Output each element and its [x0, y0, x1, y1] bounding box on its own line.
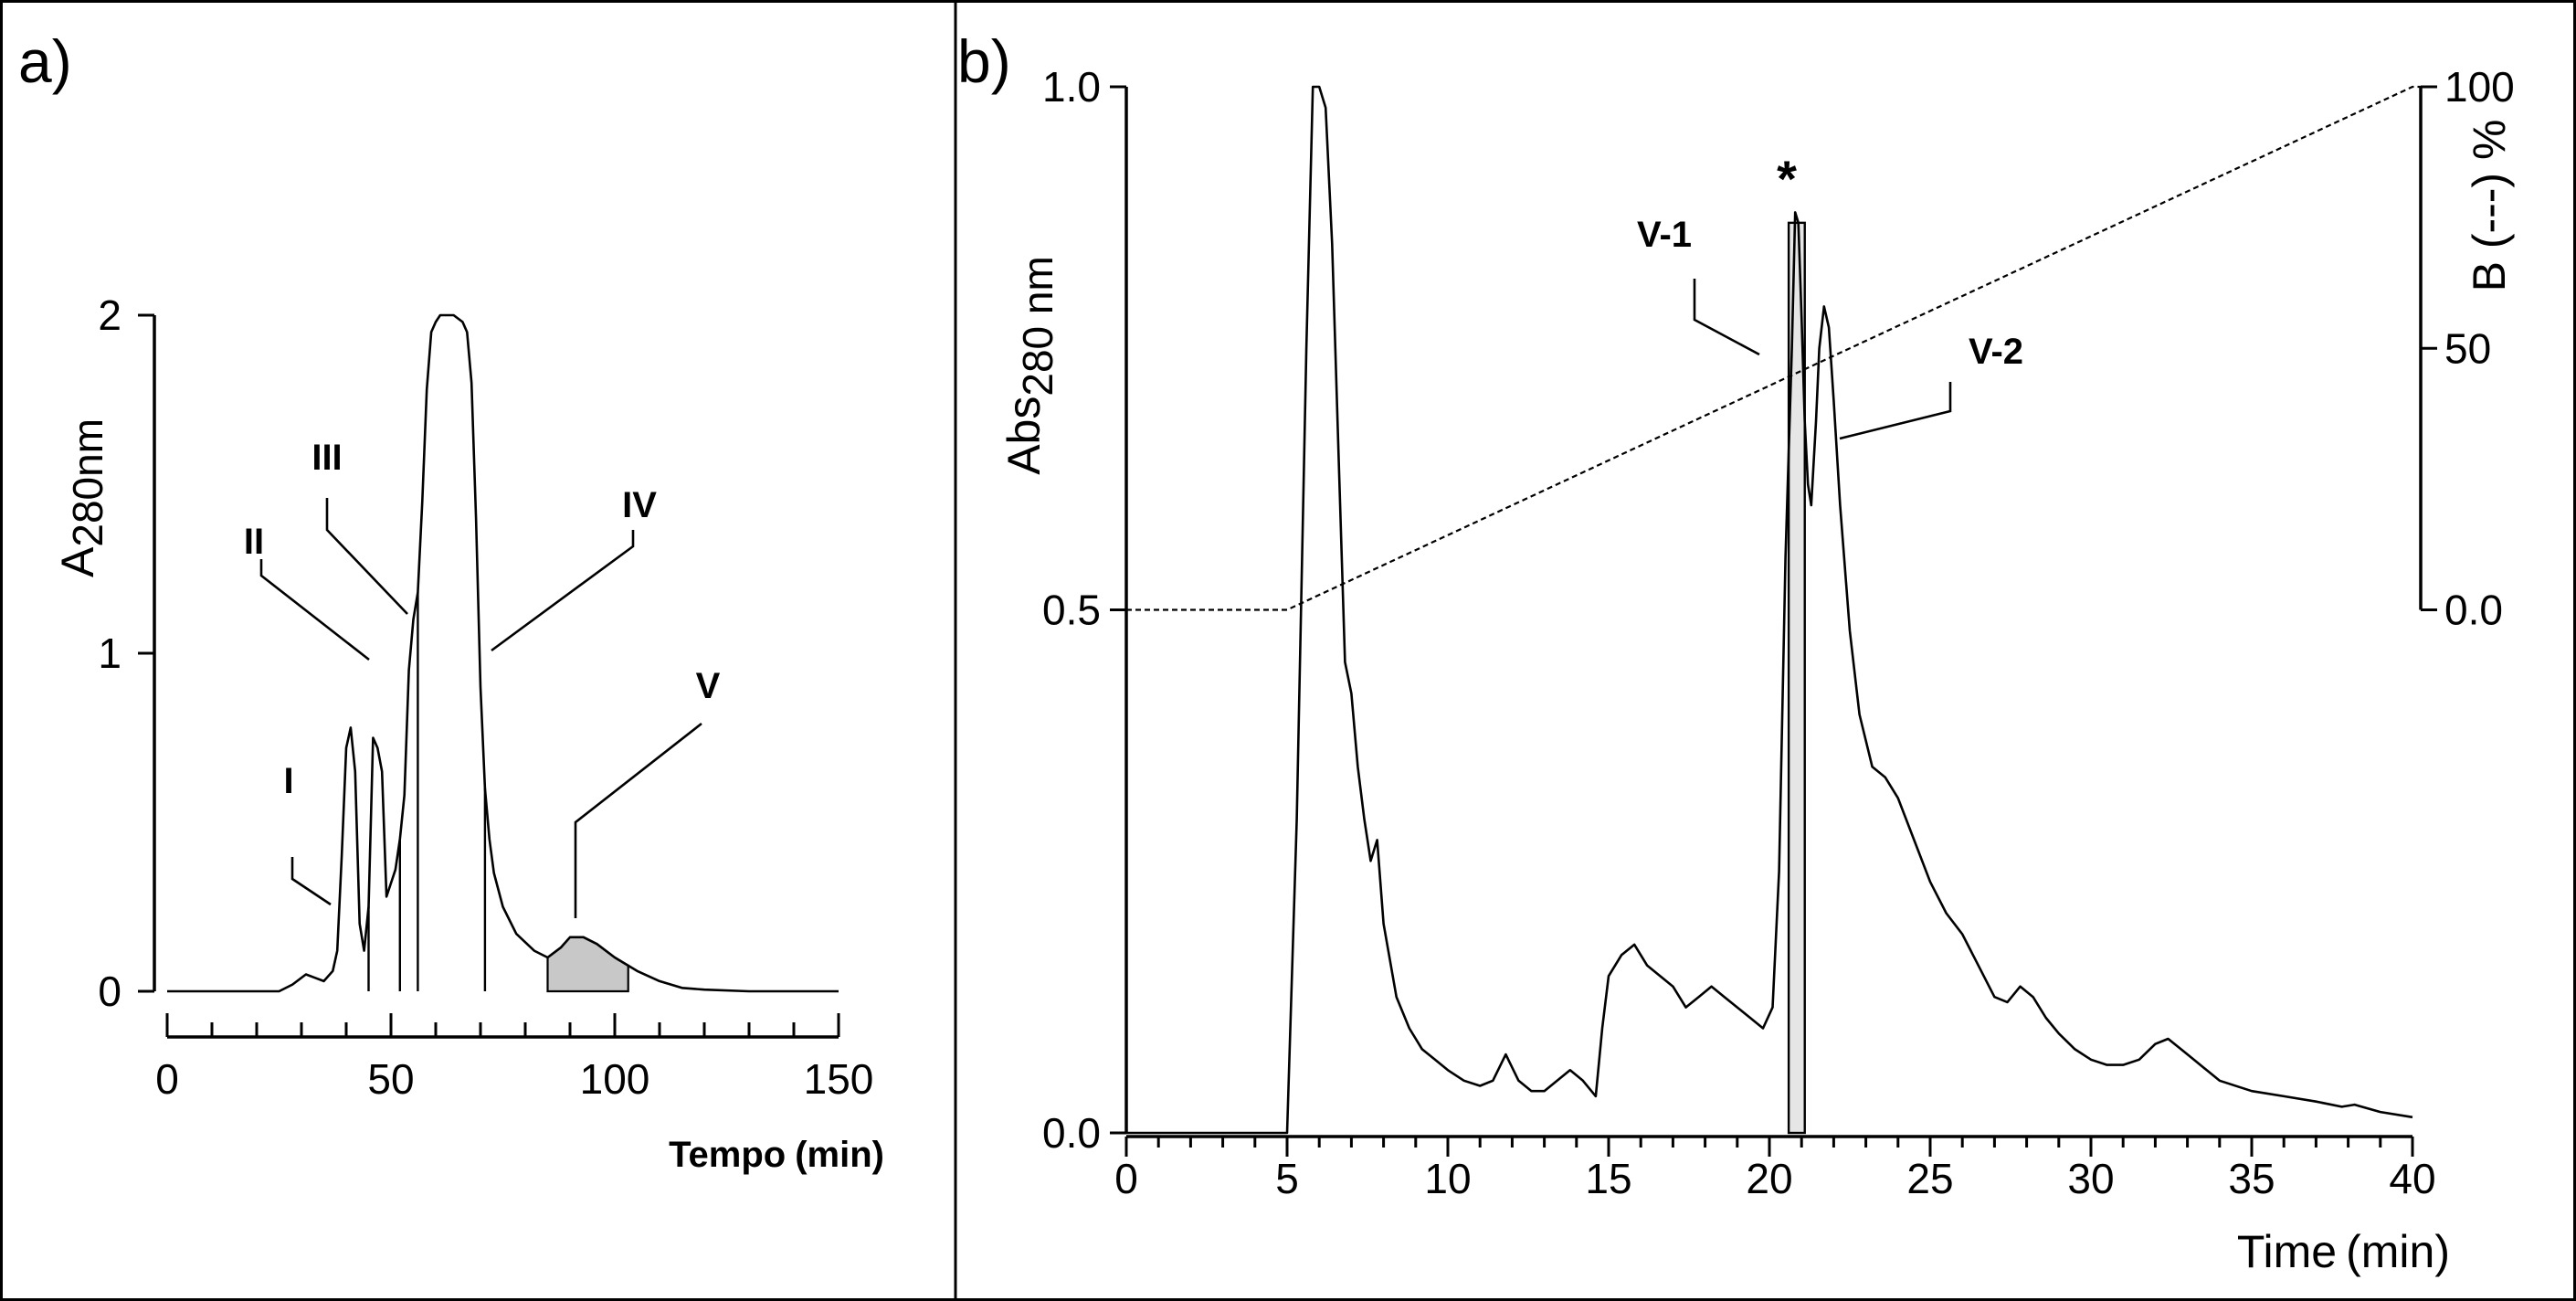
v1-leader: [1693, 279, 1760, 356]
panel-b-label: b): [957, 27, 1011, 95]
panel-b-y-tick-label: 1.0: [1042, 63, 1101, 111]
panel-b-shaded-fraction: [1787, 221, 1806, 1135]
panel-b-x-tick-label: 15: [1585, 1155, 1631, 1202]
panel-a-y-tick-label: 2: [98, 291, 121, 339]
panel-a-shaded-fractions: [546, 936, 629, 993]
peak-label-iv: IV: [622, 485, 657, 525]
panel-a-y-label-sub: 280nm: [64, 418, 111, 547]
panel-b-x-tick-label: 40: [2389, 1155, 2435, 1202]
panel-b-x-tick-label: 10: [1424, 1155, 1471, 1202]
peak-label-ii: II: [244, 522, 264, 562]
panel-b-y2-tick-label: 50: [2444, 324, 2491, 372]
peak-v-leader: [574, 722, 702, 918]
panel-b-y-label-sub: 280 nm: [1014, 256, 1061, 396]
panel-a-x-label-unit: (min): [795, 1135, 884, 1175]
panel-b-x-tick-label: 20: [1746, 1155, 1792, 1202]
fraction-v-shaded-area: [546, 936, 629, 993]
panel-a-y-tick-label: 1: [98, 629, 121, 677]
panel-b-absorbance-line: [1126, 85, 2413, 1135]
panel-a-axes: 0 1 2 0 50 100 150: [98, 291, 873, 1103]
peak-iii-leader: [325, 498, 408, 615]
panel-a-x-tick-label: 50: [367, 1055, 414, 1103]
panel-b-x-tick-label: 25: [1906, 1155, 1953, 1202]
panel-b-x-label-main: Time: [2237, 1226, 2337, 1277]
peak-label-v: V: [696, 666, 721, 706]
peak-label-iii: III: [311, 438, 342, 478]
panel-b-y-tick-label: 0.5: [1042, 587, 1101, 634]
panel-b-x-axis-label: Time (min): [2237, 1226, 2450, 1277]
panel-a-x-axis-label: Tempo (min): [669, 1135, 884, 1175]
panel-a-x-tick-label: 150: [804, 1055, 874, 1103]
panel-a-x-tick-label: 0: [155, 1055, 179, 1103]
panel-a-chart: a) A280nm Tempo (min) 0 1 2 0 50 100 150 I II I…: [18, 27, 884, 1175]
panel-a-y-label-main: A: [52, 546, 103, 577]
panel-b-axes: 0.0 0.5 1.0 0.0 50 100 0 5 10 15 20 25 30 35 40: [1042, 63, 2515, 1202]
panel-b-chart: b) Abs280 nm B (---) % Time (min) 0.0 0.5 1…: [957, 27, 2515, 1277]
panel-a-fraction-cuts: [367, 592, 487, 991]
panel-b-y-label-main: Abs: [998, 397, 1050, 475]
annotation-asterisk: *: [1777, 150, 1797, 207]
panel-a-y-tick-label: 0: [98, 968, 121, 1015]
panel-b-x-tick-label: 30: [2067, 1155, 2114, 1202]
panel-a-x-label-main: Tempo: [669, 1135, 786, 1175]
panel-b-y2-tick-label: 100: [2444, 63, 2515, 111]
collected-fraction-box: [1787, 221, 1806, 1135]
peak-ii-leader: [259, 559, 370, 661]
panel-a-x-tick-label: 100: [580, 1055, 650, 1103]
panel-a-label: a): [18, 27, 72, 95]
peak-label-i: I: [283, 761, 293, 801]
panel-b-x-tick-label: 5: [1275, 1155, 1299, 1202]
annotation-v2: V-2: [1969, 332, 2023, 372]
panel-b-x-tick-label: 35: [2228, 1155, 2275, 1202]
panel-b-y-tick-label: 0.0: [1042, 1109, 1101, 1157]
panel-b-x-tick-label: 0: [1114, 1155, 1138, 1202]
panel-b-x-label-unit: (min): [2346, 1226, 2450, 1277]
peak-iv-leader: [491, 530, 635, 652]
panel-a-y-axis-label: A280nm: [52, 418, 111, 577]
panel-b-y-axis-label: Abs280 nm: [998, 256, 1061, 475]
panel-a-absorbance-line: [167, 313, 839, 993]
panel-b-y2-axis-label: B (---) %: [2464, 120, 2515, 292]
panel-b-gradient-line: [1126, 85, 2421, 611]
peak-i-leader: [290, 857, 332, 906]
v2-leader: [1839, 382, 1952, 440]
annotation-v1: V-1: [1637, 215, 1692, 255]
panel-b-y2-tick-label: 0.0: [2444, 587, 2503, 634]
